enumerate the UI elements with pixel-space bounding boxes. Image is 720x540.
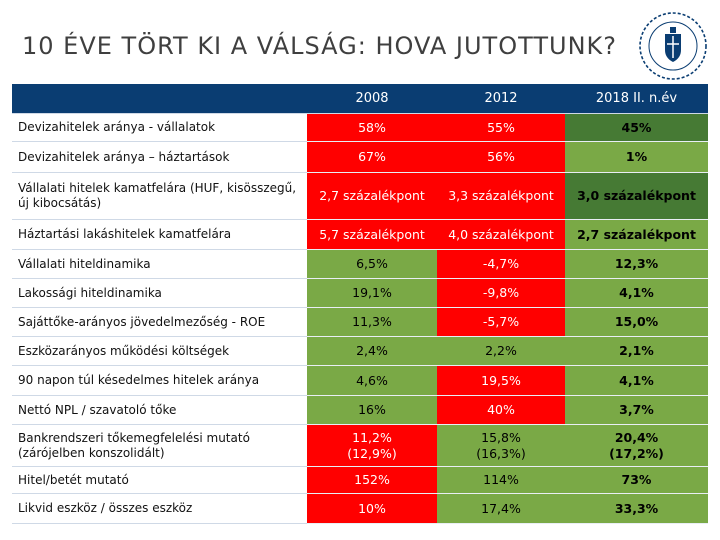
value-cell: 10% bbox=[307, 493, 437, 524]
row-label: Eszközarányos működési költségek bbox=[12, 336, 307, 366]
value-cell: 73% bbox=[565, 466, 708, 494]
table-row: Bankrendszeri tőkemegfelelési mutató (zá… bbox=[12, 424, 708, 467]
value-cell: 2,4% bbox=[307, 336, 437, 366]
value-cell: 6,5% bbox=[307, 249, 437, 279]
value-cell: 16% bbox=[307, 395, 437, 425]
row-label: Vállalati hitelek kamatfelára (HUF, kisö… bbox=[12, 172, 307, 220]
column-header-2008: 2008 bbox=[307, 84, 437, 114]
mnb-seal-icon bbox=[639, 12, 707, 80]
row-label: Sajáttőke-arányos jövedelmezőség - ROE bbox=[12, 307, 307, 337]
table-row: Hitel/betét mutató 152% 114% 73% bbox=[12, 466, 708, 494]
row-label: Likvid eszköz / összes eszköz bbox=[12, 493, 307, 524]
column-header-2018: 2018 II. n.év bbox=[565, 84, 708, 114]
row-label: Háztartási lakáshitelek kamatfelára bbox=[12, 219, 307, 250]
value-cell: 20,4% (17,2%) bbox=[565, 424, 708, 467]
value-cell: 3,7% bbox=[565, 395, 708, 425]
value-cell: 1% bbox=[565, 141, 708, 173]
row-label: Lakossági hiteldinamika bbox=[12, 278, 307, 308]
row-label: Bankrendszeri tőkemegfelelési mutató (zá… bbox=[12, 424, 307, 467]
value-cell: 2,7 százalékpont bbox=[565, 219, 708, 250]
row-label: Vállalati hiteldinamika bbox=[12, 249, 307, 279]
value-cell: 33,3% bbox=[565, 493, 708, 524]
value-cell: 2,1% bbox=[565, 336, 708, 366]
table-row: Devizahitelek aránya – háztartások 67% 56%… bbox=[12, 141, 708, 173]
value-cell: 5,7 százalékpont bbox=[307, 219, 437, 250]
row-label: Devizahitelek aránya – háztartások bbox=[12, 141, 307, 173]
indicator-table: 2008 2012 2018 II. n.év Devizahitelek ar… bbox=[12, 84, 708, 524]
value-cell: 12,3% bbox=[565, 249, 708, 279]
value-cell: 19,1% bbox=[307, 278, 437, 308]
value-cell: 15,0% bbox=[565, 307, 708, 337]
value-cell: -9,8% bbox=[437, 278, 565, 308]
table-row: Nettó NPL / szavatoló tőke 16% 40% 3,7% bbox=[12, 395, 708, 425]
value-cell: 40% bbox=[437, 395, 565, 425]
value-cell: 11,2% (12,9%) bbox=[307, 424, 437, 467]
table-row: Lakossági hiteldinamika 19,1% -9,8% 4,1% bbox=[12, 278, 708, 308]
value-cell: 4,0 százalékpont bbox=[437, 219, 565, 250]
table-row: Likvid eszköz / összes eszköz 10% 17,4% 33,… bbox=[12, 493, 708, 524]
value-cell: 45% bbox=[565, 113, 708, 142]
value-cell: 114% bbox=[437, 466, 565, 494]
table-row: 90 napon túl késedelmes hitelek aránya 4,… bbox=[12, 365, 708, 396]
row-label: Hitel/betét mutató bbox=[12, 466, 307, 494]
value-cell: 152% bbox=[307, 466, 437, 494]
value-cell: 3,3 százalékpont bbox=[437, 172, 565, 220]
header-corner bbox=[12, 84, 307, 114]
value-cell: 15,8% (16,3%) bbox=[437, 424, 565, 467]
page-title: 10 ÉVE TÖRT KI A VÁLSÁG: HOVA JUTOTTUNK? bbox=[22, 32, 617, 60]
row-label: 90 napon túl késedelmes hitelek aránya bbox=[12, 365, 307, 396]
value-cell: 11,3% bbox=[307, 307, 437, 337]
value-cell: 67% bbox=[307, 141, 437, 173]
value-cell: -5,7% bbox=[437, 307, 565, 337]
table-row: Eszközarányos működési költségek 2,4% 2,2%… bbox=[12, 336, 708, 366]
value-cell: 19,5% bbox=[437, 365, 565, 396]
value-cell: 3,0 százalékpont bbox=[565, 172, 708, 220]
table-row: Vállalati hitelek kamatfelára (HUF, kisö… bbox=[12, 172, 708, 220]
table-row: Háztartási lakáshitelek kamatfelára 5,7 s… bbox=[12, 219, 708, 250]
value-cell: 58% bbox=[307, 113, 437, 142]
column-header-2012: 2012 bbox=[437, 84, 565, 114]
table-header-row: 2008 2012 2018 II. n.év bbox=[12, 84, 708, 114]
value-cell: 17,4% bbox=[437, 493, 565, 524]
value-cell: 56% bbox=[437, 141, 565, 173]
value-cell: 2,2% bbox=[437, 336, 565, 366]
row-label: Nettó NPL / szavatoló tőke bbox=[12, 395, 307, 425]
row-label: Devizahitelek aránya - vállalatok bbox=[12, 113, 307, 142]
table-row: Vállalati hiteldinamika 6,5% -4,7% 12,3% bbox=[12, 249, 708, 279]
value-cell: 4,6% bbox=[307, 365, 437, 396]
table-row: Devizahitelek aránya - vállalatok 58% 55% 4… bbox=[12, 113, 708, 142]
value-cell: 2,7 százalékpont bbox=[307, 172, 437, 220]
value-cell: 4,1% bbox=[565, 365, 708, 396]
value-cell: -4,7% bbox=[437, 249, 565, 279]
table-row: Sajáttőke-arányos jövedelmezőség - ROE 11… bbox=[12, 307, 708, 337]
value-cell: 55% bbox=[437, 113, 565, 142]
value-cell: 4,1% bbox=[565, 278, 708, 308]
